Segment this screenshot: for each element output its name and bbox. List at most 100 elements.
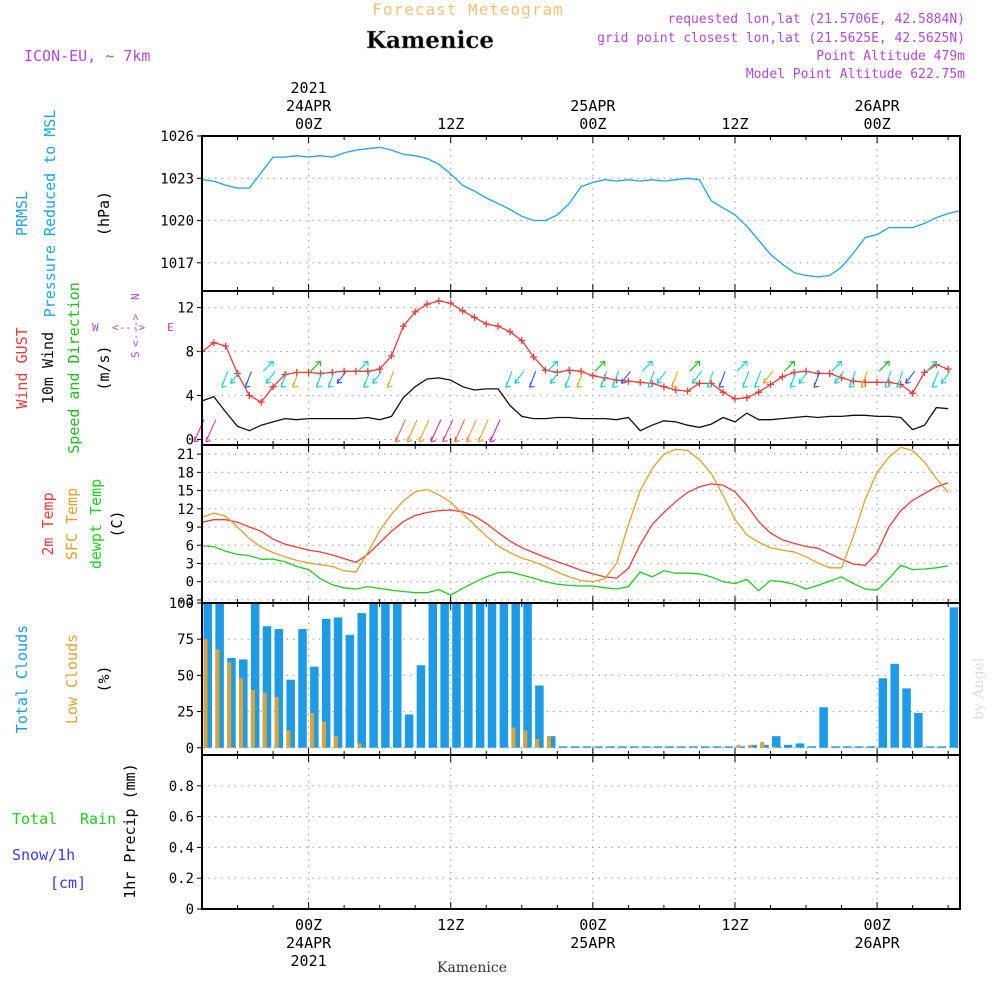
total-cloud-bar xyxy=(286,679,295,748)
axis-title: Wind GUST xyxy=(13,327,31,408)
wind-arrow xyxy=(280,371,288,388)
total-cloud-bar xyxy=(689,746,698,748)
low-cloud-bar xyxy=(736,744,741,748)
gust-marker xyxy=(435,297,443,305)
y-tick-label: 0 xyxy=(186,902,194,918)
low-cloud-bar xyxy=(227,662,232,748)
wind-arrow xyxy=(905,370,916,384)
total-cloud-bar xyxy=(854,746,864,748)
low-cloud-bar xyxy=(511,727,516,748)
compass-e: E xyxy=(167,321,174,334)
wind-arrow xyxy=(489,419,501,443)
axis-unit: (m/s) xyxy=(95,345,113,390)
gust-marker xyxy=(459,307,467,315)
bottom-time-labels: 00Z24APR202112Z00Z25APR12Z00Z26APR12Z xyxy=(286,916,901,970)
wind-arrow xyxy=(940,370,951,384)
wind-arrow xyxy=(292,371,300,388)
axis-title: Pressure Reduced to MSL xyxy=(41,110,59,318)
axis-title: 10m Wind xyxy=(39,332,57,404)
low-cloud-bar xyxy=(546,736,551,748)
wind-arrow xyxy=(336,370,347,384)
wind-arrow xyxy=(834,370,845,384)
series-line-sfc-temp xyxy=(201,446,949,583)
panel-wind: 0 4 8 12 Wind GUST 10m Wind Speed and Directio… xyxy=(13,282,961,454)
wind-arrow xyxy=(848,371,856,388)
panel-temperature: -3 0 3 6 9 12 15 18 21 2m Temp SFC Temp dewpt Temp(… xyxy=(39,444,961,609)
y-tick-label: 0.2 xyxy=(169,871,194,887)
total-cloud-bar xyxy=(274,629,284,748)
total-cloud-bar xyxy=(843,746,852,748)
footer-location: Kamenice xyxy=(437,960,507,976)
total-cloud-bar xyxy=(937,746,947,748)
gust-marker xyxy=(245,392,253,399)
total-cloud-bar xyxy=(535,685,544,748)
wind-arrow xyxy=(620,370,631,384)
watermark: by Angel xyxy=(971,657,987,720)
total-cloud-bar xyxy=(700,746,710,748)
series-line-10m-wind xyxy=(201,377,949,432)
wind-arrow xyxy=(454,419,466,443)
total-cloud-bar xyxy=(203,603,213,748)
wind-arrow xyxy=(205,419,217,443)
wind-arrow xyxy=(244,371,252,388)
time-label: 26APR xyxy=(855,97,901,115)
total-cloud-bar xyxy=(653,746,663,748)
y-tick-label: 1023 xyxy=(160,171,194,187)
wind-arrow xyxy=(549,370,560,384)
total-cloud-bar xyxy=(464,603,473,748)
axis-unit: (%) xyxy=(95,665,113,692)
total-cloud-bar xyxy=(582,746,592,748)
total-cloud-bar xyxy=(594,746,603,748)
low-cloud-bar xyxy=(357,743,362,748)
panel-frame xyxy=(201,135,961,292)
y-tick-label: 0.6 xyxy=(169,810,194,826)
time-label: 25APR xyxy=(570,97,616,115)
low-cloud-bar xyxy=(748,744,753,748)
product-title: Forecast Meteogram xyxy=(372,0,563,19)
gust-marker xyxy=(790,368,798,376)
wind-arrow xyxy=(600,371,608,388)
gust-marker xyxy=(873,378,881,386)
y-tick-label: 12 xyxy=(177,301,194,317)
y-tick-label: 0 xyxy=(186,575,194,591)
compass-glyph: N S W <---> E <---> xyxy=(92,293,174,358)
time-label: 00Z xyxy=(579,916,606,934)
y-tick-label: 1020 xyxy=(160,214,194,230)
total-cloud-bar xyxy=(570,746,580,748)
wind-arrow xyxy=(505,371,513,388)
time-label: 12Z xyxy=(721,115,748,133)
axis-title: Speed and Direction xyxy=(65,282,83,454)
gust-marker xyxy=(767,381,774,388)
gust-marker xyxy=(388,352,395,360)
total-cloud-bar xyxy=(902,688,911,748)
low-cloud-bar xyxy=(286,730,291,748)
axis-title: SFC Temp xyxy=(63,488,81,560)
total-cloud-bar xyxy=(760,744,769,748)
total-cloud-bar xyxy=(890,663,899,748)
wind-arrow xyxy=(372,370,383,384)
compass-arrows: <---> xyxy=(112,321,145,334)
gust-marker xyxy=(660,383,668,391)
time-label: 2021 xyxy=(291,952,327,970)
y-tick-label: 75 xyxy=(177,632,194,648)
total-cloud-bar xyxy=(393,603,402,748)
wind-arrow xyxy=(931,371,939,388)
total-cloud-bar xyxy=(819,707,828,748)
time-label: 12Z xyxy=(437,115,464,133)
wind-arrow xyxy=(576,371,584,388)
precip-legend-rain: Rain xyxy=(80,810,116,828)
total-cloud-bar xyxy=(321,618,331,748)
total-cloud-bar xyxy=(345,634,355,748)
wind-arrow xyxy=(357,360,369,372)
wind-arrow xyxy=(813,371,821,388)
total-cloud-bar xyxy=(404,714,414,748)
wind-arrow xyxy=(831,360,843,372)
wind-arrow xyxy=(418,419,430,443)
axis-title: Low Clouds xyxy=(63,634,81,724)
axis-unit: (hPa) xyxy=(95,191,113,236)
y-tick-label: 25 xyxy=(177,705,194,721)
model-altitude: Model Point Altitude 622.75m xyxy=(746,67,965,82)
axis-title: dewpt Temp xyxy=(87,479,105,569)
gust-marker xyxy=(849,377,857,385)
total-cloud-bar xyxy=(310,666,319,748)
